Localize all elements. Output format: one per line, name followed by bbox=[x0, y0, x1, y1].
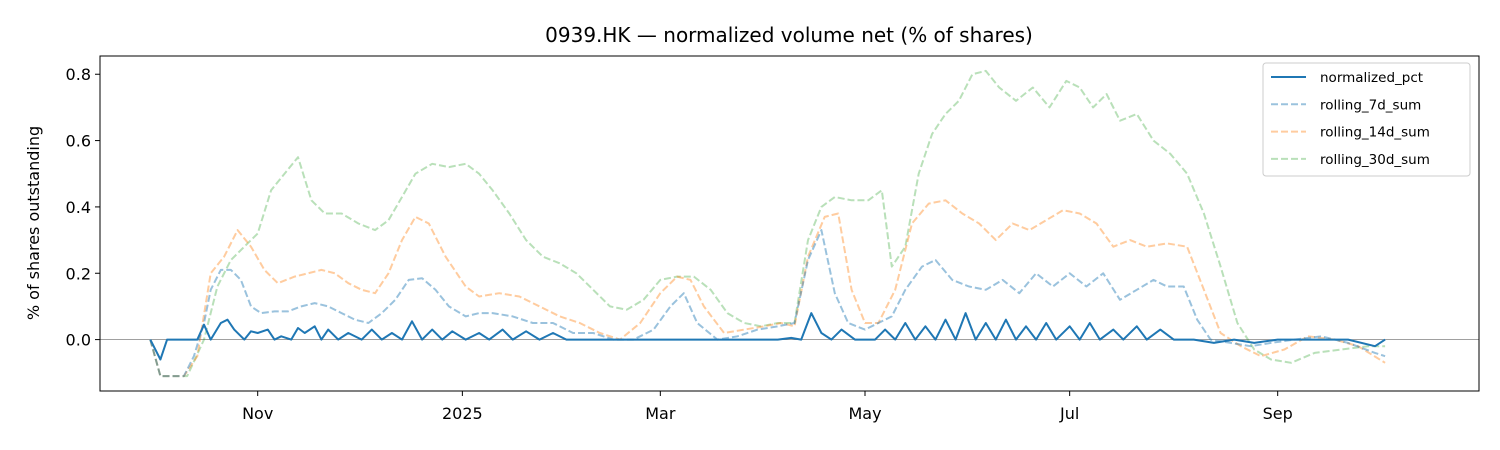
series-line-normalized_pct bbox=[149, 312, 1386, 361]
y-tick-label: 0.2 bbox=[66, 264, 91, 283]
x-tick-label: 2025 bbox=[442, 404, 483, 423]
y-axis-ticks: 0.0 0.2 0.4 0.6 0.8 bbox=[66, 65, 100, 350]
legend-label-rolling_7d_sum: rolling_7d_sum bbox=[1320, 97, 1421, 113]
y-tick-label: 0.6 bbox=[66, 132, 91, 151]
series-line-rolling_30d_sum bbox=[149, 69, 1386, 378]
series-layer bbox=[149, 69, 1386, 378]
legend: normalized_pct rolling_7d_sum rolling_14d_… bbox=[1262, 62, 1471, 177]
plot-frame bbox=[99, 55, 1480, 392]
x-tick-label: Sep bbox=[1263, 404, 1293, 423]
x-tick-label: Jul bbox=[1059, 404, 1079, 423]
chart-title: 0939.HK — normalized volume net (% of sh… bbox=[545, 23, 1033, 47]
x-tick-label: Mar bbox=[645, 404, 676, 423]
legend-label-normalized_pct: normalized_pct bbox=[1320, 70, 1423, 86]
series-line-rolling_14d_sum bbox=[149, 199, 1386, 378]
y-tick-label: 0.0 bbox=[66, 331, 91, 350]
x-axis-ticks: Nov 2025 Mar May Jul Sep bbox=[242, 391, 1293, 423]
legend-label-rolling_14d_sum: rolling_14d_sum bbox=[1320, 125, 1430, 141]
x-tick-label: May bbox=[848, 404, 881, 423]
y-tick-label: 0.4 bbox=[66, 198, 91, 217]
x-tick-label: Nov bbox=[242, 404, 273, 423]
y-tick-label: 0.8 bbox=[66, 65, 91, 84]
legend-label-rolling_30d_sum: rolling_30d_sum bbox=[1320, 152, 1430, 168]
series-line-rolling_7d_sum bbox=[149, 229, 1386, 378]
y-axis-label: % of shares outstanding bbox=[24, 126, 43, 320]
legend-box bbox=[1262, 62, 1471, 177]
